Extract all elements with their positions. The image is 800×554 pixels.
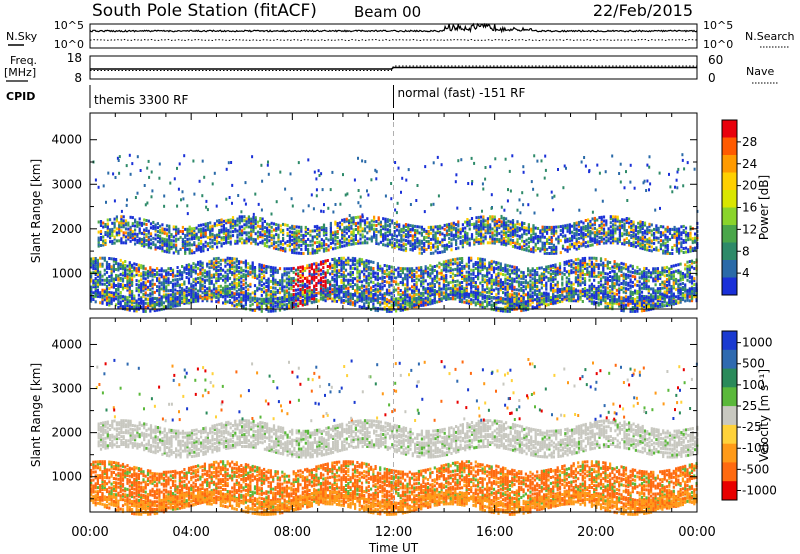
colorbar-tick-label: 20 [742, 179, 757, 193]
freq-unit-label: [MHz] [4, 66, 36, 79]
nsearch-series [89, 38, 698, 42]
colorbar-tick-label: 4 [742, 266, 750, 280]
range-time-panel-1: 1000 2000 3000 4000 Slant Range [km] 28 24 20 16… [29, 112, 771, 313]
colorbar-tick-label: 8 [742, 244, 750, 258]
freq-tick-bottom: 8 [74, 71, 82, 85]
colorbar-swatch [722, 387, 737, 407]
colorbar-swatch [722, 190, 737, 208]
colorbar: 28 24 20 16 12 8 4 Power [dB] [721, 119, 771, 296]
nave-label: Nave [746, 65, 774, 78]
colorbar-tick-label: 500 [742, 357, 765, 371]
x-tick-label: 16:00 [476, 525, 513, 540]
plot-title: South Pole Station (fitACF) [92, 1, 317, 21]
colorbar-tick-label: 24 [742, 157, 757, 171]
colorbar-swatch [722, 277, 737, 296]
nave-tick-top: 60 [708, 53, 723, 67]
colorbar-swatch [722, 462, 737, 482]
y-tick-label: 1000 [51, 470, 82, 484]
noise-tick-right-top: 10^5 [703, 19, 733, 32]
noise-panel-frame [89, 23, 698, 49]
y-tick-label: 4000 [51, 133, 82, 147]
nsearch-label: N.Search [745, 30, 795, 43]
freq-label: Freq. [10, 54, 37, 67]
x-tick-label: 08:00 [274, 525, 311, 540]
x-tick-label: 00:00 [678, 525, 715, 540]
y-axis-label: Slant Range [km] [29, 159, 43, 263]
y-tick-label: 2000 [51, 222, 82, 236]
colorbar-tick-label: 28 [742, 135, 757, 149]
colorbar-frame [721, 330, 738, 501]
colorbar-tick-label: 16 [742, 201, 757, 215]
noise-tick-left-bottom: 10^0 [54, 38, 84, 51]
y-tick-label: 3000 [51, 177, 82, 191]
x-tick-label: 04:00 [172, 525, 209, 540]
beam-label: Beam 00 [354, 3, 421, 21]
colorbar-swatch [722, 349, 737, 370]
noise-tick-right-bottom: 10^0 [703, 38, 733, 51]
y-axis-label: Slant Range [km] [29, 363, 43, 467]
freq-tick-top: 18 [67, 51, 82, 65]
colorbar-swatch [722, 172, 737, 191]
date-label: 22/Feb/2015 [593, 1, 693, 20]
colorbar-tick-label: 1000 [742, 336, 773, 350]
colorbar-swatch [722, 242, 737, 261]
colorbar-swatch [722, 207, 737, 226]
y-tick-label: 3000 [51, 382, 82, 396]
colorbar-swatch [722, 260, 737, 278]
colorbar-swatch [722, 368, 737, 388]
x-tick-label: 00:00 [71, 525, 108, 540]
nave-tick-bottom: 0 [708, 71, 716, 85]
colorbar-tick-label: -1000 [742, 483, 777, 497]
colorbar-swatch [722, 155, 737, 173]
colorbar-tick-label: -500 [742, 462, 769, 476]
echo-cells [90, 153, 699, 313]
cpid-segment-2: normal (fast) -151 RF [398, 86, 526, 100]
colorbar-swatch [722, 331, 737, 351]
colorbar-tick-label: 25 [742, 399, 757, 413]
colorbar-swatch [722, 424, 737, 445]
nave-series [90, 65, 697, 71]
cpid-segment-1: themis 3300 RF [94, 93, 188, 107]
x-tick-label: 12:00 [375, 525, 412, 540]
colorbar-tick-label: -100 [742, 441, 769, 455]
x-axis-label: Time UT [368, 541, 419, 554]
colorbar-swatch [722, 225, 737, 243]
colorbar-swatch [722, 481, 737, 501]
freq-series [90, 66, 697, 70]
colorbar-tick-label: 12 [742, 222, 757, 236]
nsky-label: N.Sky [6, 30, 38, 43]
colorbar-label: Power [dB] [757, 175, 771, 240]
colorbar-label: Velocity [m s⁻¹] [757, 369, 771, 462]
noise-tick-left-top: 10^5 [54, 19, 84, 32]
colorbar-tick-label: 100 [742, 378, 765, 392]
nsky-series [89, 22, 698, 34]
y-tick-label: 2000 [51, 426, 82, 440]
echo-cells [90, 358, 699, 516]
colorbar: 1000 500 100 25 -25 -100 -500 -1000 Velocity [m … [721, 330, 777, 501]
colorbar-swatch [722, 406, 737, 426]
y-tick-label: 4000 [51, 337, 82, 351]
colorbar-swatch [722, 120, 737, 138]
colorbar-swatch [722, 137, 737, 156]
cpid-label: CPID [6, 90, 35, 103]
colorbar-tick-label: -25 [742, 420, 762, 434]
colorbar-swatch [722, 443, 737, 463]
y-tick-label: 1000 [51, 266, 82, 280]
x-tick-label: 20:00 [577, 525, 614, 540]
